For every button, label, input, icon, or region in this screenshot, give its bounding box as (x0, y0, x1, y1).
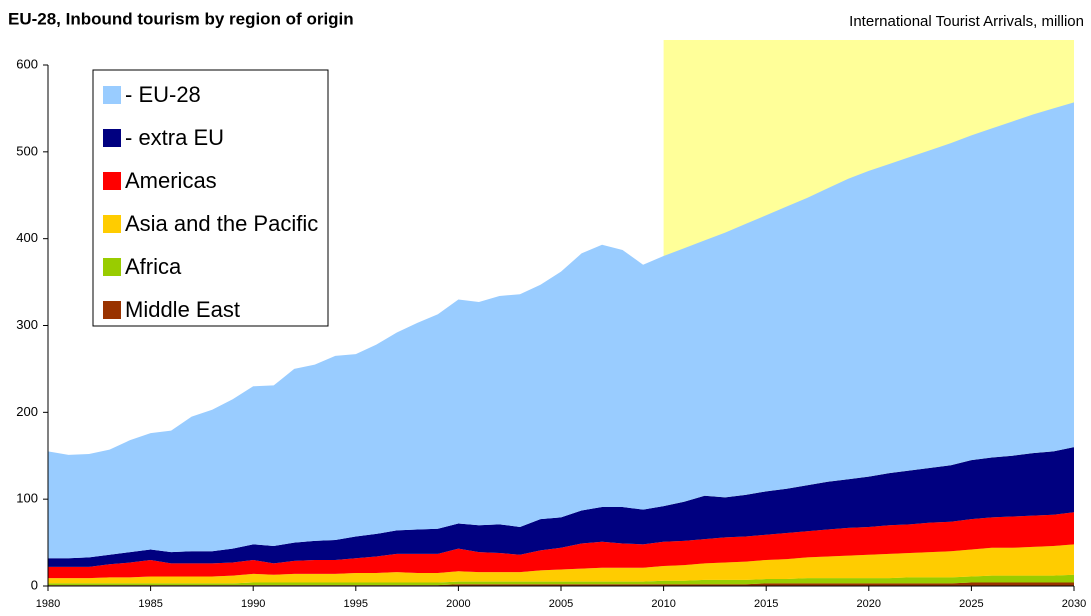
y-tick-label: 600 (16, 56, 38, 71)
chart-subtitle: International Tourist Arrivals, million (849, 13, 1084, 30)
legend-label: - EU-28 (125, 82, 201, 107)
y-tick-label: 400 (16, 230, 38, 245)
legend-swatch (103, 129, 121, 147)
legend-label: Asia and the Pacific (125, 211, 318, 236)
legend-label: Middle East (125, 297, 240, 322)
area (48, 102, 1074, 559)
y-tick-label: 300 (16, 317, 38, 332)
x-tick-label: 2025 (959, 598, 983, 610)
area (48, 447, 1074, 567)
x-tick-label: 1995 (344, 598, 368, 610)
x-tick-label: 2005 (549, 598, 573, 610)
legend-swatch (103, 86, 121, 104)
legend-swatch (103, 172, 121, 190)
x-tick-label: 2015 (754, 598, 778, 610)
x-tick-label: 2020 (857, 598, 881, 610)
chart-title: EU-28, Inbound tourism by region of orig… (8, 9, 354, 28)
y-tick-label: 100 (16, 491, 38, 506)
legend-swatch (103, 215, 121, 233)
x-tick-label: 1980 (36, 598, 60, 610)
legend-swatch (103, 301, 121, 319)
area (48, 512, 1074, 579)
legend-box (92, 69, 329, 327)
legend-label: Americas (125, 168, 217, 193)
area (48, 544, 1074, 584)
x-tick-label: 2000 (446, 598, 470, 610)
x-tick-label: 2010 (651, 598, 675, 610)
y-tick-label: 500 (16, 143, 38, 158)
legend-label: Africa (125, 254, 182, 279)
legend-label: - extra EU (125, 125, 224, 150)
x-tick-label: 2030 (1062, 598, 1086, 610)
legend-swatch (103, 258, 121, 276)
x-tick-label: 1990 (241, 598, 265, 610)
legend: - EU-28 - extra EU Americas Asia and the Pa… (92, 69, 329, 327)
y-tick-label: 200 (16, 404, 38, 419)
x-tick-label: 1985 (138, 598, 162, 610)
y-tick-label: 0 (31, 577, 38, 592)
